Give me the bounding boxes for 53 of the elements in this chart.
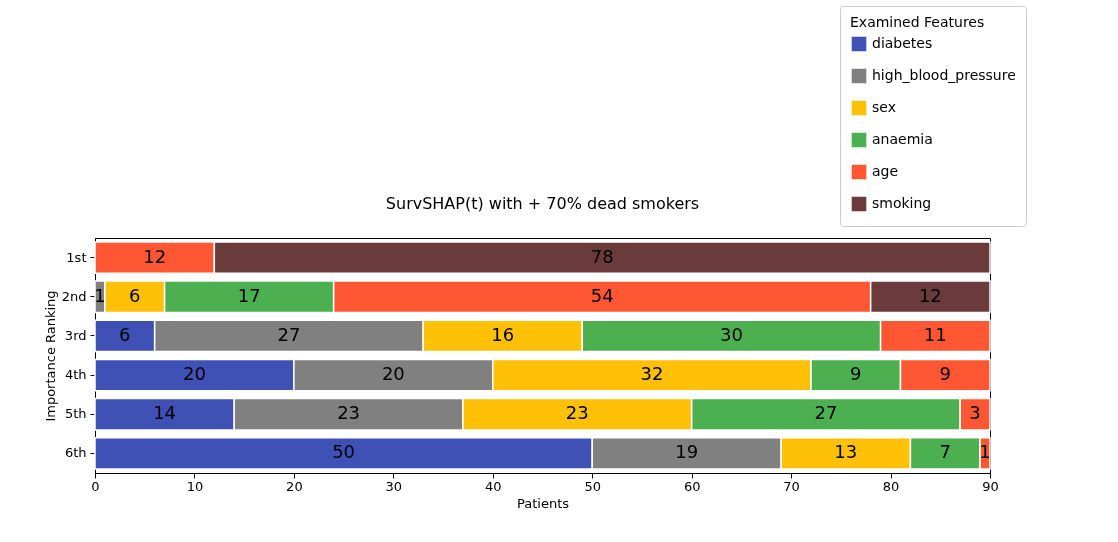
x-tick-label: 70 <box>783 478 800 494</box>
data-label: 19 <box>675 441 699 463</box>
data-label: 16 <box>491 323 515 345</box>
data-label: 27 <box>814 402 838 424</box>
data-label: 30 <box>719 323 743 345</box>
y-tick-label: 3rd <box>64 327 87 343</box>
x-tick-label: 50 <box>584 478 601 494</box>
legend-label: diabetes <box>872 35 933 51</box>
x-tick-label: 0 <box>91 478 100 494</box>
x-tick-label: 20 <box>286 478 303 494</box>
x-tick-label: 30 <box>385 478 403 494</box>
data-label: 6 <box>119 323 131 345</box>
x-tick-label: 10 <box>186 478 204 494</box>
chart-title: SurvSHAP(t) with + 70% dead smokers <box>385 193 700 213</box>
y-tick-label: 5th <box>64 406 87 422</box>
x-tick-label: 40 <box>485 478 502 494</box>
x-tick-label: 60 <box>683 478 701 494</box>
data-label: 6 <box>129 284 141 306</box>
data-label: 23 <box>565 402 589 424</box>
data-label: 32 <box>640 363 664 385</box>
data-label: 9 <box>939 363 951 385</box>
data-label: 78 <box>590 245 614 267</box>
y-tick-label: 2nd <box>61 288 87 304</box>
data-label: 11 <box>923 323 947 345</box>
data-label: 27 <box>277 323 301 345</box>
data-label: 9 <box>850 363 862 385</box>
y-tick-label: 6th <box>64 445 87 461</box>
data-label: 50 <box>332 441 356 463</box>
legend-label: smoking <box>872 195 932 211</box>
data-label: 12 <box>918 284 942 306</box>
y-tick-label: 4th <box>64 367 87 383</box>
data-label: 7 <box>939 441 951 463</box>
legend-title: Examined Features <box>850 14 985 30</box>
data-label: 54 <box>590 284 614 306</box>
x-tick-label: 80 <box>882 478 900 494</box>
data-label: 14 <box>153 402 177 424</box>
data-label: 1 <box>979 441 991 463</box>
data-label: 23 <box>337 402 361 424</box>
y-axis-title: Importance Ranking <box>42 290 58 422</box>
data-label: 20 <box>381 363 405 385</box>
legend-label: sex <box>872 99 896 115</box>
legend-label: anaemia <box>872 131 933 147</box>
legend-label: high_blood_pressure <box>872 67 1016 83</box>
data-label: 3 <box>969 402 981 424</box>
data-label: 12 <box>143 245 167 267</box>
data-label: 1 <box>94 284 106 306</box>
x-axis-title: Patients <box>516 495 570 511</box>
y-tick-label: 1st <box>66 249 87 265</box>
data-label: 17 <box>237 284 261 306</box>
data-label: 20 <box>182 363 206 385</box>
data-label: 13 <box>834 441 858 463</box>
x-tick-label: 90 <box>982 478 999 494</box>
legend-label: age <box>872 163 899 179</box>
